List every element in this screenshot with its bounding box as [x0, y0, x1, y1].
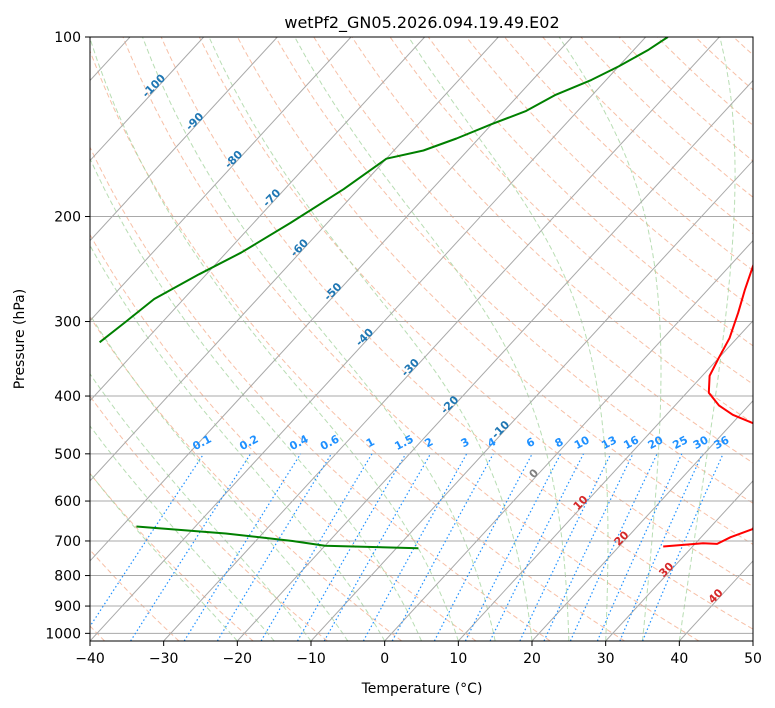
- moist-adiabat-line: [90, 472, 238, 641]
- dry-adiabat-line: [90, 146, 551, 641]
- mixing-ratio-line: [260, 453, 373, 641]
- mixing-ratio-line: [596, 453, 683, 641]
- moist-adiabat-line: [208, 37, 533, 641]
- mixing-ratio-line: [391, 453, 494, 641]
- moist-adiabat-line: [90, 425, 275, 641]
- moist-adiabat-line: [90, 157, 422, 641]
- x-tick-label: −40: [75, 651, 105, 667]
- dry-adiabat-line: [466, 37, 753, 309]
- mixing-ratio-line: [642, 453, 724, 641]
- mixing-ratio-label: 16: [621, 433, 641, 452]
- isotherm-line: [90, 37, 278, 242]
- x-tick-label: 40: [670, 651, 688, 667]
- moist-adiabat-line: [558, 37, 662, 641]
- isotherm-line: [90, 37, 573, 562]
- dry-adiabat-line: [580, 37, 753, 198]
- x-tick-label: −20: [223, 651, 253, 667]
- dry-adiabat-line: [542, 37, 753, 235]
- moist-adiabat-line: [294, 37, 570, 641]
- y-tick-label: 200: [54, 210, 81, 226]
- plot-frame: [89, 36, 754, 642]
- mixing-ratio-label: 13: [599, 433, 619, 452]
- y-tick-label: 600: [54, 494, 81, 510]
- isotherm-line: [531, 400, 753, 641]
- dry-adiabat-line: [90, 49, 625, 641]
- dry-adiabat-line: [389, 37, 753, 385]
- isotherm-line: [605, 480, 753, 641]
- isotherm-line: [457, 319, 753, 641]
- x-tick-label: 30: [597, 651, 615, 667]
- dewpoint-upper-profile: [98, 37, 669, 344]
- mixing-ratio-line: [296, 453, 407, 641]
- y-tick-label: 900: [54, 599, 81, 615]
- dry-adiabat-line: [275, 37, 753, 504]
- mixing-ratio-label: 30: [691, 433, 711, 452]
- x-tick-label: 10: [449, 651, 467, 667]
- background-lines: [90, 37, 753, 641]
- mixing-ratio-line: [619, 453, 703, 641]
- isotherm-line: [310, 159, 753, 641]
- isotherm-line: [90, 37, 647, 641]
- dry-adiabat-line: [237, 37, 753, 545]
- y-tick-label: 800: [54, 569, 81, 585]
- isotherm-line: [90, 37, 205, 162]
- dry-adiabat-line: [351, 37, 753, 424]
- y-tick-label: 500: [54, 447, 81, 463]
- moist-adiabat-line: [408, 37, 609, 641]
- moist-adiabat-line: [142, 37, 496, 641]
- mixing-ratio-label: 25: [670, 433, 690, 452]
- mixing-ratio-line: [569, 453, 658, 641]
- dry-adiabat-line: [160, 37, 753, 630]
- moist-adiabat-line: [678, 37, 736, 641]
- y-axis-ticks: 100 200 300 400 500 600 700 800 900 1000: [45, 30, 90, 642]
- mixing-ratio-label: 36: [712, 433, 732, 452]
- y-tick-label: 100: [54, 30, 81, 46]
- x-axis-ticks: −40 −30 −20 −10 0 10 20 30 40 50: [75, 641, 762, 667]
- x-tick-label: 20: [523, 651, 541, 667]
- isotherm-line: [90, 37, 426, 402]
- x-axis-label: Temperature (°C): [361, 681, 483, 697]
- y-tick-label: 300: [54, 315, 81, 331]
- mixing-ratio-line: [323, 453, 432, 641]
- moist-adiabat-line: [90, 313, 349, 641]
- mixing-ratio-line: [519, 453, 612, 641]
- isotherm-line: [163, 37, 720, 641]
- x-tick-label: 50: [744, 651, 762, 667]
- x-tick-label: −10: [296, 651, 326, 667]
- temperature-profile: [663, 263, 753, 548]
- dry-adiabat-line: [427, 37, 753, 347]
- isotherm-line: [90, 37, 499, 482]
- moist-adiabat-line: [90, 37, 459, 641]
- mixing-ratio-label: 20: [646, 433, 666, 452]
- dry-adiabat-line: [198, 37, 753, 587]
- moist-adiabat-line: [90, 244, 386, 641]
- dry-adiabat-line: [90, 233, 477, 641]
- y-tick-label: 700: [54, 534, 81, 550]
- dewpoint-profile: [136, 525, 419, 550]
- dry-adiabat-line: [313, 37, 753, 464]
- profile-lines: [98, 37, 753, 550]
- x-tick-label: −30: [149, 651, 179, 667]
- mixing-ratio-line: [543, 453, 634, 641]
- dry-adiabat-line: [90, 472, 254, 641]
- x-tick-label: 0: [380, 651, 389, 667]
- y-tick-label: 1000: [45, 626, 81, 642]
- dry-adiabat-line: [122, 37, 700, 641]
- mixing-ratio-lines: [90, 453, 724, 641]
- isotherm-line: [90, 37, 352, 322]
- y-axis-label: Pressure (hPa): [12, 289, 28, 389]
- isotherm-line: [384, 239, 753, 641]
- y-tick-label: 400: [54, 389, 81, 405]
- chart-title: wetPf2_GN05.2026.094.19.49.E02: [284, 13, 559, 33]
- mixing-ratio-label: 10: [572, 433, 592, 452]
- mixing-ratio-line: [130, 453, 252, 641]
- isotherm-line: [236, 79, 753, 641]
